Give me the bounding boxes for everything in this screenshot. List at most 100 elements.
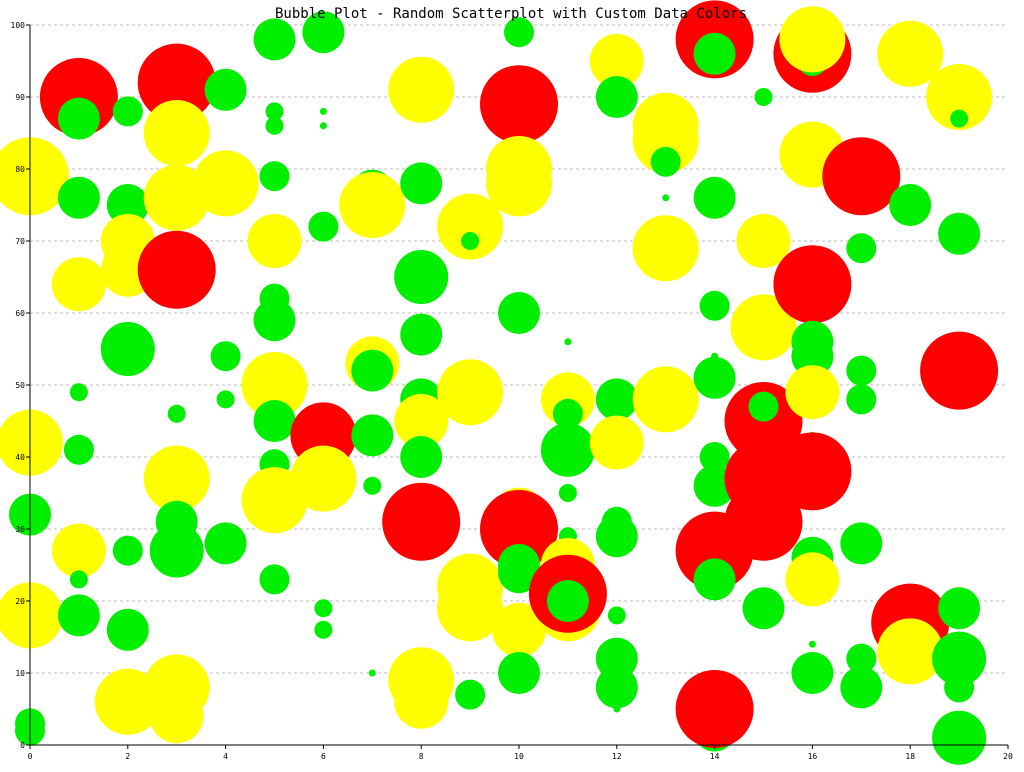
bubble-point: [388, 56, 455, 123]
bubble-point: [382, 482, 461, 561]
bubble-point: [112, 96, 143, 127]
bubble-point: [693, 558, 736, 601]
bubble-point: [846, 643, 877, 674]
bubble-point: [0, 137, 69, 216]
bubble-point: [785, 552, 840, 607]
bubble-point: [149, 689, 204, 744]
bubble-point: [216, 390, 235, 409]
bubble-point: [595, 515, 638, 558]
bubble-point: [461, 232, 480, 250]
bubble-point: [595, 378, 638, 421]
bubble-point: [632, 215, 699, 282]
x-tick-label: 12: [612, 752, 622, 761]
bubble-point: [106, 608, 149, 651]
bubble-point: [498, 652, 540, 694]
x-tick-label: 10: [514, 752, 524, 761]
bubble-point: [51, 257, 106, 312]
bubble-point: [773, 432, 852, 511]
bubble-point: [437, 359, 504, 426]
bubble-point: [486, 150, 552, 217]
bubble-point: [938, 212, 981, 255]
bubble-point: [613, 705, 621, 713]
bubble-point: [137, 43, 216, 122]
bubble-point: [589, 415, 644, 470]
bubble-point: [504, 17, 534, 48]
bubble-point: [889, 184, 932, 226]
bubble-point: [368, 669, 376, 677]
bubble-point: [112, 535, 143, 566]
bubble-point: [143, 100, 210, 166]
bubble-point: [595, 76, 638, 118]
bubble-point: [662, 194, 670, 202]
bubble-point: [100, 322, 155, 376]
bubble-point: [675, 670, 754, 748]
bubble-point: [932, 631, 987, 686]
bubble-point: [699, 442, 730, 472]
y-tick-label: 90: [15, 93, 25, 102]
x-tick-label: 6: [321, 752, 326, 761]
bubble-point: [932, 710, 987, 765]
bubble-point: [351, 349, 394, 392]
bubble-point: [822, 137, 901, 216]
bubble-point: [846, 233, 877, 264]
bubble-point: [319, 107, 327, 115]
bubble-point: [791, 652, 834, 694]
bubble-point: [699, 290, 730, 321]
bubble-point: [938, 587, 981, 630]
bubble-point: [400, 436, 443, 478]
bubble-point: [546, 580, 589, 622]
bubble-point: [253, 18, 296, 61]
bubble-point: [607, 606, 626, 625]
bubble-point: [724, 482, 803, 561]
bubble-point: [363, 476, 382, 495]
bubble-point: [632, 366, 699, 433]
bubble-point: [149, 523, 204, 578]
bubble-point: [51, 523, 106, 578]
bubble-point: [632, 107, 699, 174]
bubble-point: [57, 176, 100, 219]
bubble-point: [791, 335, 834, 378]
bubble-point: [437, 193, 504, 260]
bubble-point: [558, 484, 577, 502]
bubble-point: [69, 570, 88, 589]
bubble-point: [437, 575, 504, 642]
bubble-point: [877, 618, 944, 685]
bubble-point: [253, 400, 296, 442]
bubble-point: [950, 109, 969, 128]
bubble-point: [400, 313, 443, 356]
bubble-point: [595, 666, 638, 709]
bubble-point: [204, 522, 247, 565]
bubble-point: [259, 161, 290, 192]
y-tick-label: 60: [15, 309, 25, 318]
bubble-point: [400, 162, 443, 205]
x-tick-label: 8: [419, 752, 424, 761]
bubble-point: [730, 294, 797, 361]
bubble-point: [846, 355, 877, 386]
bubble-point: [69, 383, 88, 402]
y-tick-label: 70: [15, 237, 25, 246]
axes: 0 10 20 30 40 50 60 70 80 90 100 0 2 4 6 8 10 12 14 16 18 20: [11, 21, 1013, 761]
bubble-point: [57, 594, 100, 637]
bubble-point: [302, 11, 345, 54]
x-tick-label: 16: [808, 752, 818, 761]
y-tick-label: 20: [15, 597, 25, 606]
bubble-point: [192, 150, 259, 217]
y-tick-label: 40: [15, 453, 25, 462]
bubble-point: [143, 445, 210, 512]
bubble-point: [693, 176, 736, 219]
bubble-point: [498, 292, 540, 334]
bubble-point: [339, 172, 406, 238]
bubble-point: [247, 214, 302, 268]
bubble-point: [57, 97, 100, 140]
bubble-point: [480, 490, 558, 568]
bubble-point: [314, 620, 333, 639]
bubble-point: [595, 637, 638, 680]
bubble-point: [265, 102, 284, 121]
bubble-point: [265, 116, 284, 135]
bubble-point: [394, 674, 449, 729]
bubble-point: [877, 20, 944, 87]
bubble-point: [351, 414, 394, 457]
bubble-series: [0, 0, 999, 765]
